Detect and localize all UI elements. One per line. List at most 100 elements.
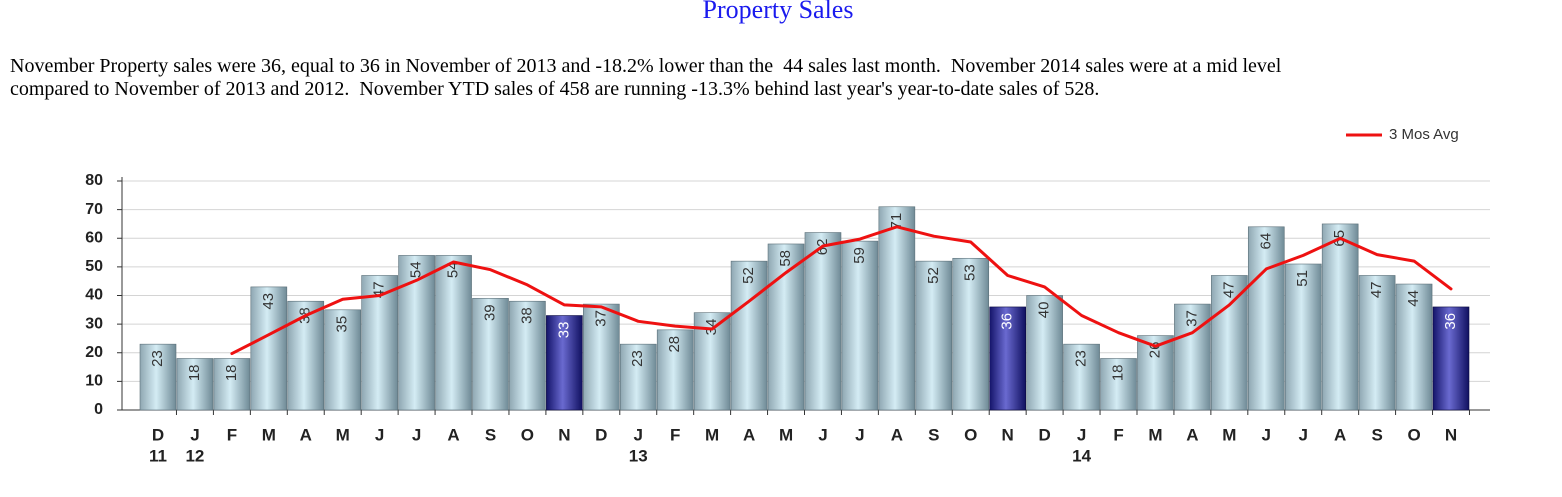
y-tick-label: 30	[85, 315, 103, 332]
value-label: 44	[1405, 290, 1422, 307]
x-tick-label: A	[1334, 425, 1346, 444]
value-label: 18	[186, 364, 203, 381]
value-label: 52	[925, 267, 942, 284]
x-tick-label: M	[705, 425, 719, 444]
x-tick-label: N	[1445, 425, 1457, 444]
value-label: 43	[260, 293, 277, 310]
bar	[1321, 223, 1359, 411]
value-label: 23	[629, 350, 646, 367]
value-label: 34	[703, 319, 720, 336]
value-label: 23	[149, 350, 166, 367]
y-tick-label: 0	[94, 401, 103, 418]
year-label: 14	[1072, 446, 1091, 465]
value-label: 38	[518, 307, 535, 324]
bar	[509, 300, 546, 411]
y-tick-label: 10	[85, 373, 103, 390]
bar	[1137, 335, 1174, 411]
year-label: 13	[629, 446, 648, 465]
summary-line: November Property sales were 36, equal t…	[10, 55, 1282, 77]
x-tick-label: S	[1371, 425, 1382, 444]
x-tick-label: O	[964, 425, 977, 444]
value-label: 37	[592, 310, 609, 327]
x-tick-label: M	[779, 425, 793, 444]
bar	[1063, 343, 1100, 411]
bar	[1100, 358, 1137, 411]
bar	[915, 260, 953, 411]
x-tick-label: J	[855, 425, 864, 444]
x-tick-label: M	[1148, 425, 1162, 444]
x-tick-label: A	[891, 425, 903, 444]
x-tick-label: D	[595, 425, 607, 444]
value-label: 59	[851, 247, 868, 264]
bar	[1358, 275, 1396, 411]
bar	[250, 286, 288, 411]
bar	[1174, 303, 1211, 411]
y-tick-label: 50	[85, 258, 103, 275]
bar	[176, 358, 214, 411]
x-tick-label: O	[521, 425, 534, 444]
x-tick-label: J	[1077, 425, 1086, 444]
x-tick-label: A	[300, 425, 312, 444]
value-label: 51	[1294, 270, 1311, 287]
bar	[730, 260, 768, 411]
value-label: 36	[999, 313, 1016, 330]
x-tick-label: F	[1113, 425, 1123, 444]
bar	[1211, 275, 1248, 411]
bar	[878, 206, 916, 411]
value-label: 47	[1368, 281, 1385, 298]
x-tick-label: N	[558, 425, 570, 444]
bar	[656, 329, 694, 411]
x-tick-label: S	[485, 425, 496, 444]
bar	[1395, 283, 1433, 411]
value-label: 28	[666, 336, 683, 353]
x-tick-label: O	[1407, 425, 1420, 444]
x-tick-label: M	[1222, 425, 1236, 444]
value-label: 37	[1183, 310, 1200, 327]
x-tick-label: F	[227, 425, 237, 444]
bar	[1247, 226, 1285, 411]
value-label: 71	[888, 213, 905, 230]
avg-line	[230, 225, 1453, 356]
x-tick-label: J	[375, 425, 384, 444]
value-label: 18	[223, 364, 240, 381]
x-tick-label: D	[152, 425, 164, 444]
bar	[213, 358, 251, 411]
bar	[287, 300, 325, 411]
bar	[1432, 306, 1470, 411]
value-label: 47	[1220, 281, 1237, 298]
x-tick-label: D	[1038, 425, 1050, 444]
x-tick-label: N	[1002, 425, 1014, 444]
bar	[1284, 263, 1322, 411]
value-label: 53	[962, 264, 979, 281]
value-label: 64	[1257, 233, 1274, 250]
x-tick-label: S	[928, 425, 939, 444]
value-label: 33	[555, 322, 572, 339]
bar	[989, 306, 1026, 411]
year-label: 11	[149, 446, 167, 465]
x-tick-label: J	[1298, 425, 1307, 444]
x-tick-label: A	[447, 425, 459, 444]
bar	[1026, 295, 1063, 411]
y-tick-label: 70	[85, 201, 103, 218]
value-label: 36	[1442, 313, 1459, 330]
year-label: 12	[185, 446, 204, 465]
bar	[952, 257, 990, 411]
chart-title: Property Sales	[703, 0, 854, 24]
bar	[472, 298, 509, 411]
value-label: 54	[408, 261, 425, 278]
bar	[546, 315, 583, 411]
x-tick-label: J	[190, 425, 199, 444]
x-tick-label: M	[262, 425, 276, 444]
value-label: 39	[481, 304, 498, 321]
x-tick-label: J	[818, 425, 827, 444]
value-label: 35	[334, 316, 351, 333]
y-tick-label: 80	[85, 172, 103, 189]
bar	[139, 343, 177, 411]
value-label: 52	[740, 267, 757, 284]
bar	[767, 243, 805, 411]
value-label: 23	[1073, 350, 1090, 367]
x-tick-label: F	[670, 425, 680, 444]
y-tick-label: 20	[85, 344, 103, 361]
x-tick-label: J	[634, 425, 643, 444]
value-label: 18	[1109, 364, 1126, 381]
